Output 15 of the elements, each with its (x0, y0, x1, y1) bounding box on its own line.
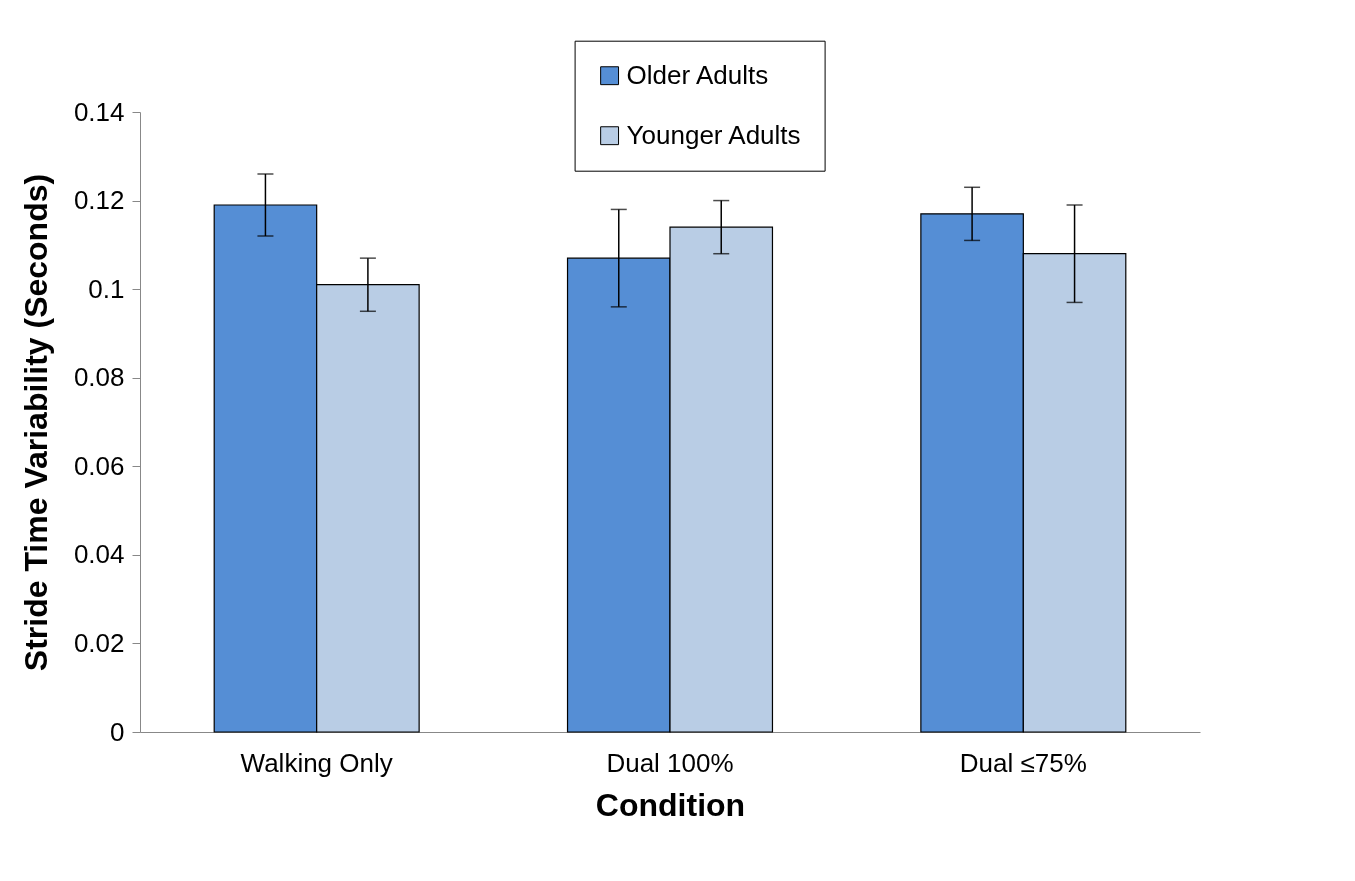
legend-label: Older Adults (626, 59, 769, 90)
x-tick-label: Dual 100% (606, 747, 734, 778)
y-tick-label: 0.02 (73, 627, 125, 658)
y-tick-label: 0.06 (73, 450, 125, 481)
y-tick-label: 0 (110, 716, 125, 747)
x-axis-title: Condition (595, 786, 746, 823)
x-tick-label: Walking Only (240, 747, 393, 778)
y-tick-label: 0.12 (73, 185, 125, 216)
y-tick-label: 0.08 (73, 362, 125, 393)
y-tick-label: 0.14 (73, 96, 125, 127)
y-tick-label: 0.04 (73, 539, 125, 570)
legend-label: Younger Adults (626, 119, 801, 150)
y-tick-label: 0.1 (88, 273, 125, 304)
x-tick-label: Dual ≤75% (959, 747, 1087, 778)
y-axis-title: Stride Time Variability (Seconds) (17, 173, 54, 672)
